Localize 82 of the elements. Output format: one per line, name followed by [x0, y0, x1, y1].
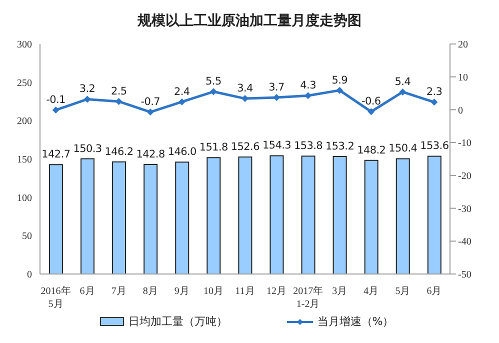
- y2-tick-label: 10: [458, 72, 468, 84]
- point: [146, 108, 154, 116]
- bar: [301, 156, 316, 274]
- point: [115, 98, 122, 105]
- bar: [80, 158, 94, 274]
- data-label: 153.2: [326, 140, 354, 153]
- y-tick-label: 50: [22, 231, 32, 242]
- data-label: 3.4: [237, 82, 254, 95]
- bar: [175, 162, 190, 274]
- bar: [396, 158, 410, 274]
- point: [178, 98, 186, 106]
- legend-label: 当月增速（%）: [317, 314, 394, 329]
- point: [399, 88, 406, 96]
- point: [84, 96, 91, 103]
- x-tick-label: 4月: [364, 286, 379, 297]
- data-label: 5.4: [394, 76, 412, 88]
- data-label: 146.0: [168, 146, 196, 158]
- data-label: 142.8: [136, 148, 165, 161]
- y2-tick-label: -10: [458, 138, 472, 150]
- y-tick-label: 100: [17, 192, 32, 204]
- data-label: 142.7: [42, 148, 70, 161]
- bar: [144, 164, 158, 274]
- data-label: 5.5: [206, 76, 222, 88]
- data-label: 2.5: [110, 86, 127, 98]
- x-tick-label: 6月: [80, 286, 95, 297]
- x-tick-label: 7月: [111, 286, 126, 297]
- data-label: 153.8: [294, 140, 323, 152]
- data-label: -0.1: [46, 94, 66, 106]
- bar: [332, 156, 347, 274]
- y2-tick-label: 0: [458, 105, 463, 116]
- data-label: 153.6: [420, 140, 450, 152]
- data-label: 150.4: [388, 142, 418, 155]
- bar: [270, 155, 284, 274]
- bar: [112, 161, 126, 274]
- x-tick-label: 9月: [174, 286, 190, 297]
- data-label: 2.3: [426, 86, 442, 98]
- data-label: 5.9: [332, 74, 348, 86]
- bar: [364, 160, 378, 274]
- data-label: 152.6: [230, 141, 260, 154]
- data-label: 2.4: [174, 86, 190, 98]
- y2-tick-label: -40: [458, 236, 472, 248]
- y2-tick-label: -20: [458, 170, 472, 182]
- chart-title: 规模以上工业原油加工量月度走势图: [136, 12, 362, 31]
- bar: [238, 156, 252, 274]
- x-tick-label: 2017年 1-2月: [293, 285, 324, 310]
- x-tick-label: 10月: [203, 286, 224, 297]
- bar: [427, 156, 442, 274]
- data-label: -0.6: [362, 96, 382, 108]
- point: [368, 108, 375, 116]
- y-tick-label: 150: [17, 154, 32, 166]
- data-label: 3.2: [79, 83, 96, 96]
- y2-tick-label: -30: [458, 204, 472, 215]
- y-tick-label: 0: [27, 270, 32, 281]
- point: [210, 88, 217, 96]
- point: [304, 92, 312, 100]
- x-tick-label: 11月: [235, 286, 255, 297]
- x-tick-label: 12月: [266, 286, 287, 297]
- legend-label: 日均加工量（万吨）: [128, 314, 228, 329]
- x-tick-label: 6月: [426, 286, 442, 297]
- x-tick-label: 8月: [142, 286, 158, 297]
- y-tick-label: 250: [17, 78, 32, 89]
- data-label: 150.3: [73, 142, 102, 155]
- y2-tick-label: -50: [458, 270, 472, 281]
- bar: [206, 157, 221, 274]
- data-label: 4.3: [300, 80, 316, 92]
- data-label: 151.8: [199, 142, 228, 154]
- bar: [48, 164, 63, 274]
- data-label: 148.2: [357, 144, 386, 156]
- data-label: -0.7: [140, 96, 160, 108]
- y-tick-label: 200: [17, 116, 32, 128]
- data-label: 154.3: [262, 140, 292, 152]
- point: [430, 98, 438, 106]
- point: [52, 106, 60, 114]
- y-tick-label: 300: [17, 40, 32, 51]
- x-tick-label: 5月: [395, 286, 410, 297]
- y2-tick-label: 20: [458, 40, 468, 51]
- point: [336, 86, 344, 94]
- point: [242, 95, 248, 102]
- x-tick-label: 2016年 5月: [40, 285, 71, 310]
- data-label: 3.7: [268, 82, 284, 94]
- x-tick-label: 3月: [332, 286, 348, 297]
- data-label: 146.2: [104, 146, 134, 158]
